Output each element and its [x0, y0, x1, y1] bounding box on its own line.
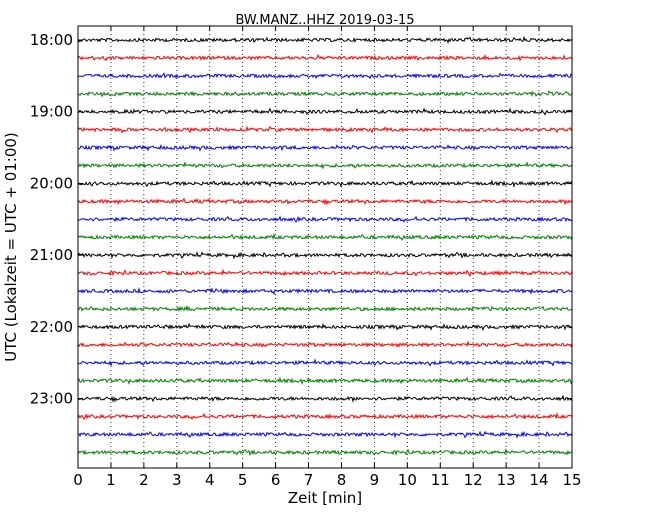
x-tick-label: 6 — [271, 471, 281, 489]
seismic-trace-2345 — [77, 447, 573, 457]
y-axis-ticks: 18:00 19:00 20:00 21:00 22:00 23:00 — [30, 31, 572, 408]
x-tick-label: 13 — [497, 471, 516, 489]
x-tick-label: 9 — [370, 471, 380, 489]
seismic-trace-1945 — [77, 160, 573, 170]
seismic-trace-2230 — [77, 358, 573, 367]
seismic-trace-2245 — [77, 376, 573, 386]
y-tick-label: 19:00 — [30, 103, 73, 121]
seismic-trace-2315 — [77, 412, 573, 421]
seismic-trace-1815 — [77, 53, 573, 62]
y-tick-label: 21:00 — [30, 246, 73, 264]
plot-frame — [77, 25, 573, 469]
seismic-trace-2130 — [77, 286, 573, 296]
seismic-trace-2215 — [77, 340, 573, 348]
seismic-trace-2000 — [77, 179, 573, 189]
seismic-trace-2115 — [77, 268, 573, 277]
grid-lines — [110, 26, 540, 468]
seismic-trace-2100 — [77, 251, 573, 260]
seismic-trace-1930 — [77, 143, 573, 152]
x-tick-label: 1 — [106, 471, 116, 489]
y-tick-label: 22:00 — [30, 318, 73, 336]
seismic-trace-1830 — [77, 72, 573, 80]
x-axis-title: Zeit [min] — [288, 489, 362, 507]
seismic-trace-2030 — [77, 215, 573, 223]
x-tick-label: 10 — [398, 471, 417, 489]
y-tick-label: 23:00 — [30, 390, 73, 408]
seismic-trace-2015 — [77, 197, 573, 206]
chart-title: BW.MANZ..HHZ 2019-03-15 — [235, 13, 414, 28]
seismic-trace-1900 — [77, 107, 573, 116]
seismic-trace-2045 — [77, 232, 573, 242]
seismic-trace-2300 — [77, 394, 573, 403]
y-tick-label: 18:00 — [30, 31, 73, 49]
x-tick-label: 8 — [337, 471, 347, 489]
x-tick-label: 15 — [562, 471, 581, 489]
x-tick-label: 0 — [73, 471, 83, 489]
seismic-trace-2200 — [77, 322, 573, 331]
x-tick-label: 4 — [205, 471, 215, 489]
seismic-trace-2330 — [77, 430, 573, 439]
x-tick-label: 5 — [238, 471, 248, 489]
trace-group — [77, 35, 573, 457]
seismic-trace-1915 — [77, 125, 573, 134]
x-tick-label: 3 — [172, 471, 182, 489]
x-tick-label: 12 — [464, 471, 483, 489]
x-tick-label: 14 — [530, 471, 549, 489]
x-axis-ticks: 0 1 2 3 4 5 6 7 8 9 10 11 12 13 14 15 — [73, 26, 582, 489]
seismic-trace-1845 — [77, 90, 573, 98]
seismic-trace-1800 — [77, 35, 573, 44]
seismic-trace-2145 — [77, 304, 573, 313]
x-tick-label: 11 — [431, 471, 450, 489]
x-tick-label: 7 — [304, 471, 314, 489]
x-tick-label: 2 — [139, 471, 149, 489]
y-axis-title: UTC (Lokalzeit = UTC + 01:00) — [2, 132, 20, 362]
y-tick-label: 20:00 — [30, 174, 73, 192]
